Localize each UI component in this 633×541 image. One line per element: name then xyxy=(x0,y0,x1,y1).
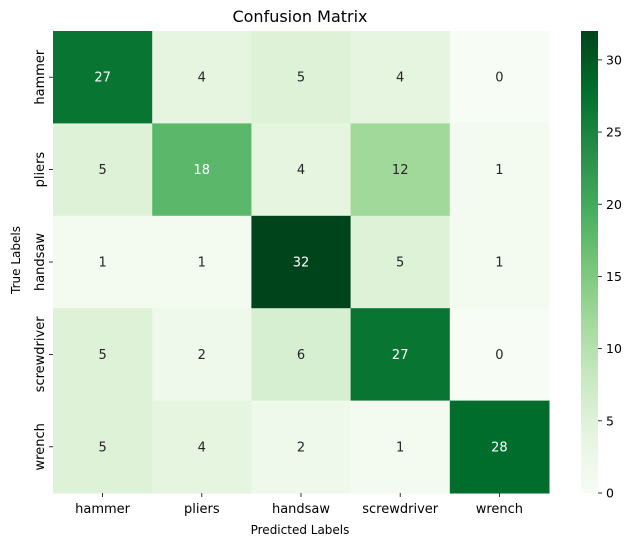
cell-value-label: 1 xyxy=(198,256,206,271)
y-tick-label: screwdriver xyxy=(33,316,48,393)
cell-value-label: 4 xyxy=(198,71,206,86)
cell-value-label: 2 xyxy=(297,440,305,455)
colorbar xyxy=(581,31,598,493)
cell-value-label: 1 xyxy=(495,163,503,178)
cell-value-label: 1 xyxy=(98,256,106,271)
cell-value-label: 5 xyxy=(98,348,106,363)
heatmap-cell xyxy=(152,123,252,217)
colorbar-tick-label: 25 xyxy=(606,125,622,140)
x-axis: hammer pliers handsaw screwdriver wrench xyxy=(75,493,523,517)
cell-value-label: 5 xyxy=(98,163,106,178)
cell-value-label: 2 xyxy=(198,348,206,363)
heatmap-cell xyxy=(350,400,451,494)
cell-value-label: 0 xyxy=(495,71,503,86)
cell-value-label: 12 xyxy=(392,163,409,178)
x-tick-label: screwdriver xyxy=(362,502,439,517)
y-axis: hammer pliers handsaw screwdriver wrench xyxy=(33,49,53,470)
heatmap-cell xyxy=(251,123,352,217)
y-axis-label: True Labels xyxy=(9,226,23,295)
cell-value-label: 28 xyxy=(491,440,508,455)
x-tick-label: hammer xyxy=(75,502,131,517)
colorbar-tick-label: 30 xyxy=(606,52,622,67)
heatmap-cell xyxy=(449,308,550,402)
heatmap-cell xyxy=(53,308,153,402)
x-axis-label: Predicted Labels xyxy=(251,523,350,537)
heatmap-cell xyxy=(350,215,451,309)
colorbar-tick-label: 5 xyxy=(606,413,614,428)
cell-value-label: 4 xyxy=(396,71,404,86)
heatmap-cell xyxy=(251,308,352,402)
y-tick-label: handsaw xyxy=(33,233,48,291)
cell-value-label: 27 xyxy=(392,348,409,363)
cell-value-label: 5 xyxy=(396,256,404,271)
heatmap-cell xyxy=(449,215,550,309)
heatmap-cell xyxy=(251,31,352,124)
x-tick-label: wrench xyxy=(476,502,523,517)
x-tick-label: pliers xyxy=(184,502,220,517)
heatmap-cell xyxy=(350,123,451,217)
cell-value-label: 0 xyxy=(495,348,503,363)
cell-value-label: 5 xyxy=(98,440,106,455)
heatmap-cell xyxy=(152,400,252,494)
cell-value-label: 18 xyxy=(194,163,211,178)
cell-value-label: 4 xyxy=(297,163,305,178)
colorbar-tick-label: 10 xyxy=(606,341,622,356)
cell-value-label: 6 xyxy=(297,348,305,363)
y-tick-label: pliers xyxy=(33,152,48,188)
cell-value-label: 1 xyxy=(396,440,404,455)
heatmap-cell xyxy=(449,31,550,124)
cell-value-label: 5 xyxy=(297,71,305,86)
heatmap-cell xyxy=(152,31,252,124)
y-tick-label: hammer xyxy=(33,49,48,105)
colorbar-tick-label: 15 xyxy=(606,269,622,284)
heatmap-cell xyxy=(350,308,451,402)
heatmap-cell xyxy=(152,308,252,402)
cell-value-label: 1 xyxy=(495,256,503,271)
colorbar-ticks: 0 5 10 15 20 25 30 xyxy=(598,52,622,501)
cell-value-label: 27 xyxy=(94,71,111,86)
colorbar-tick-label: 0 xyxy=(606,486,614,501)
y-tick-label: wrench xyxy=(33,423,48,470)
heatmap-cell xyxy=(53,123,153,217)
heatmap-cell xyxy=(449,400,550,494)
heatmap-cell xyxy=(449,123,550,217)
heatmap-cell xyxy=(53,215,153,309)
colorbar-tick-label: 20 xyxy=(606,197,622,212)
cell-value-label: 4 xyxy=(198,440,206,455)
heatmap-cell xyxy=(53,31,153,124)
heatmap-cell xyxy=(53,400,153,494)
cell-value-label: 32 xyxy=(293,256,310,271)
chart-title: Confusion Matrix xyxy=(232,7,367,26)
heatmap-cell xyxy=(251,400,352,494)
x-tick-label: handsaw xyxy=(272,502,330,517)
heatmap-cell xyxy=(251,215,352,309)
heatmap-grid: 27 4 5 4 0 5 18 4 12 1 1 1 32 5 1 5 2 6 27 0 5 4 2 1 28 xyxy=(53,31,550,494)
heatmap-cell xyxy=(350,31,451,124)
heatmap-cell xyxy=(152,215,252,309)
